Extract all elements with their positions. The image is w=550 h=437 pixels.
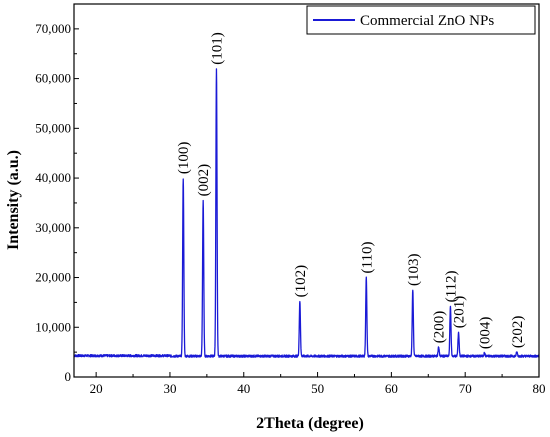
y-tick-label: 70,000 bbox=[35, 21, 71, 36]
y-tick-label: 60,000 bbox=[35, 71, 71, 86]
axes: 20 30 40 50 60 70 80 0 10,000 20,000 30,000 40,000 5… bbox=[35, 3, 546, 396]
plot-frame bbox=[73, 3, 540, 378]
peak-label: (002) bbox=[196, 164, 212, 197]
peak-labels: (100)(002) (101) (102) (110) (103) (200) (112)… bbox=[176, 32, 526, 349]
y-tick-label: 20,000 bbox=[35, 270, 71, 285]
x-tick-label: 40 bbox=[237, 381, 250, 396]
x-tick-label: 50 bbox=[311, 381, 324, 396]
legend: Commercial ZnO NPs bbox=[306, 5, 536, 35]
xrd-series-line bbox=[73, 68, 540, 358]
peak-label: (200) bbox=[432, 311, 448, 344]
y-tick-label: 50,000 bbox=[35, 120, 71, 135]
x-axis-title: 2Theta (degree) bbox=[256, 415, 364, 432]
peak-label: (004) bbox=[477, 317, 493, 350]
y-tick-label: 30,000 bbox=[35, 220, 71, 235]
peak-label: (100) bbox=[176, 142, 192, 175]
peak-label: (201) bbox=[452, 296, 468, 329]
x-tick-label: 60 bbox=[385, 381, 398, 396]
x-tick-label: 20 bbox=[90, 381, 103, 396]
peak-label: (103) bbox=[406, 254, 422, 287]
y-tick-label: 10,000 bbox=[35, 319, 71, 334]
legend-entry: Commercial ZnO NPs bbox=[360, 13, 494, 29]
peak-label: (110) bbox=[359, 242, 375, 274]
peak-label: (112) bbox=[443, 270, 459, 302]
x-tick-label: 80 bbox=[533, 381, 546, 396]
y-tick-label: 40,000 bbox=[35, 170, 71, 185]
x-tick-label: 30 bbox=[163, 381, 176, 396]
peak-label: (101) bbox=[210, 32, 226, 65]
series-layer bbox=[73, 68, 540, 358]
y-axis-title: Intensity (a.u.) bbox=[5, 150, 22, 250]
peak-label: (102) bbox=[293, 265, 309, 298]
peak-label: (202) bbox=[510, 316, 526, 349]
x-tick-label: 70 bbox=[459, 381, 472, 396]
y-tick-label: 0 bbox=[65, 369, 72, 384]
